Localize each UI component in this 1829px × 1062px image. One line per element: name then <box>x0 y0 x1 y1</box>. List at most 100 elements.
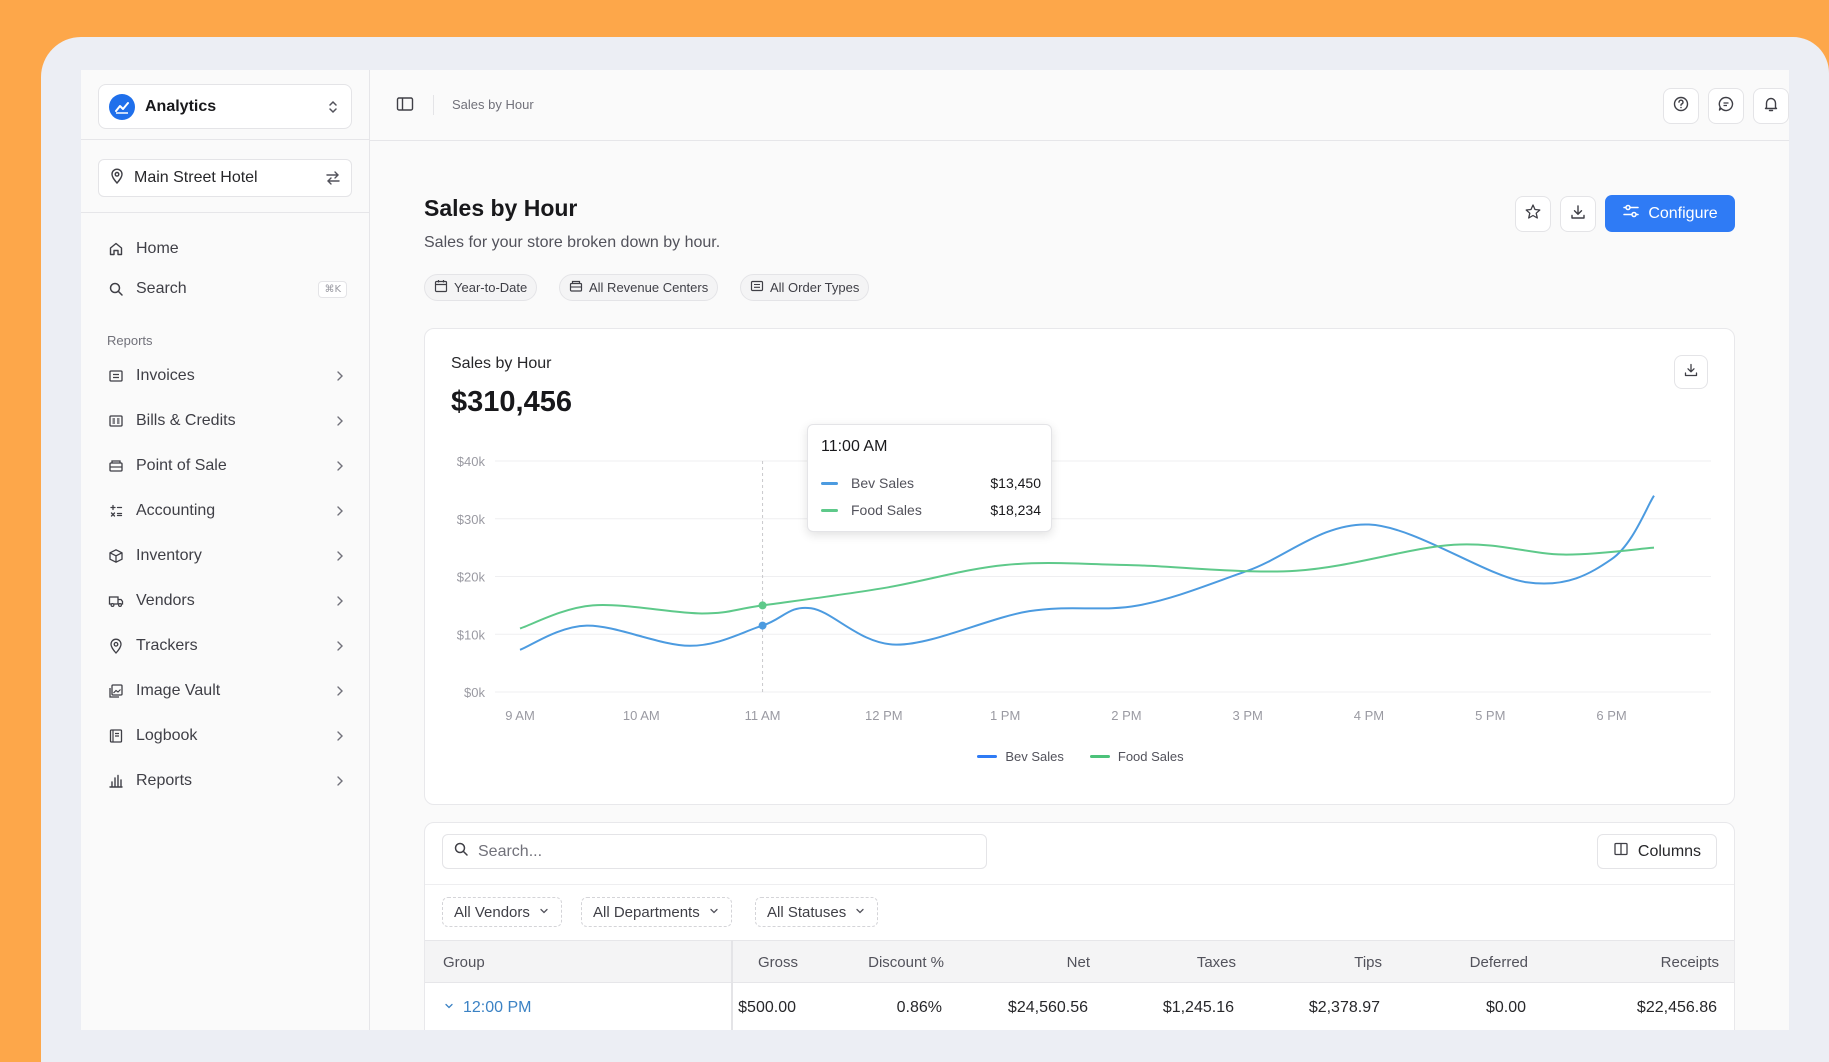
y-tick-label: $10k <box>457 627 486 642</box>
bills-icon <box>107 412 125 430</box>
sidebar-item-label: Vendors <box>136 592 195 609</box>
y-tick-label: $0k <box>464 685 485 700</box>
sidebar-item-accounting[interactable]: Accounting <box>107 497 347 525</box>
chip-label: Year-to-Date <box>454 280 528 295</box>
legend-item-food[interactable]: Food Sales <box>1089 749 1184 764</box>
column-header-tips[interactable]: Tips <box>1354 954 1382 971</box>
series-swatch <box>821 481 838 485</box>
columns-button[interactable]: Columns <box>1597 834 1717 869</box>
cell-deferred: $0.00 <box>1485 999 1526 1016</box>
download-button[interactable] <box>1560 196 1596 232</box>
sidebar-item-vendors[interactable]: Vendors <box>107 587 347 615</box>
chart-tooltip: 11:00 AM Bev Sales $13,450 Food Sales $1… <box>807 424 1052 532</box>
column-header-deferred[interactable]: Deferred <box>1469 954 1528 971</box>
cell-gross: $500.00 <box>738 999 796 1016</box>
x-tick-label: 3 PM <box>1233 708 1263 723</box>
sidebar-item-label: Trackers <box>136 637 198 654</box>
help-icon <box>1672 95 1690 118</box>
box-icon <box>107 547 125 565</box>
messages-button[interactable] <box>1708 88 1744 124</box>
chevron-right-icon <box>333 459 347 478</box>
legend-item-bev[interactable]: Bev Sales <box>977 749 1064 764</box>
notifications-button[interactable] <box>1753 88 1789 124</box>
sidebar-item-label: Point of Sale <box>136 457 227 474</box>
column-divider <box>731 940 733 1030</box>
map-pin-icon <box>107 637 125 655</box>
chevron-right-icon <box>333 504 347 523</box>
image-icon <box>107 682 125 700</box>
sidebar-item-reports[interactable]: Reports <box>107 767 347 795</box>
breadcrumb[interactable]: Sales by Hour <box>452 97 534 112</box>
chevron-right-icon <box>333 684 347 703</box>
chevron-right-icon <box>333 414 347 433</box>
column-header-net[interactable]: Net <box>1066 954 1090 971</box>
search-icon <box>107 280 125 298</box>
column-header-receipts[interactable]: Receipts <box>1660 954 1719 971</box>
sidebar-toggle-icon[interactable] <box>396 96 414 117</box>
location-switcher[interactable]: Main Street Hotel <box>98 159 352 197</box>
column-header-group[interactable]: Group <box>443 954 485 971</box>
app-switcher[interactable]: Analytics <box>98 84 352 129</box>
vendor-filter-dropdown[interactable]: All Vendors <box>442 897 562 927</box>
tooltip-series-name: Food Sales <box>851 502 922 518</box>
sales-chart-card: Sales by Hour $310,456 $0k $10k $20k $30k $4… <box>424 328 1735 805</box>
column-header-gross[interactable]: Gross <box>757 954 798 971</box>
page-title: Sales by Hour <box>424 195 578 221</box>
table-header: Group Gross Discount % Net Taxes Tips De… <box>425 940 1734 983</box>
favorite-button[interactable] <box>1515 196 1551 232</box>
x-tick-label: 5 PM <box>1475 708 1505 723</box>
chevron-down-icon <box>538 904 550 921</box>
status-filter-dropdown[interactable]: All Statuses <box>755 897 879 927</box>
app-name: Analytics <box>145 97 217 115</box>
group-toggle[interactable]: 12:00 PM <box>443 999 531 1017</box>
sidebar-item-trackers[interactable]: Trackers <box>107 632 347 660</box>
chevron-down-icon <box>708 904 720 921</box>
x-tick-label: 1 PM <box>990 708 1020 723</box>
tooltip-series-value: $13,450 <box>990 475 1041 491</box>
invoice-icon <box>107 367 125 385</box>
filter-label: All Statuses <box>767 903 847 921</box>
filter-chip-revenue-centers[interactable]: All Revenue Centers <box>559 274 719 301</box>
filter-chip-order-types[interactable]: All Order Types <box>740 274 870 301</box>
sidebar-item-label: Logbook <box>136 727 198 744</box>
group-label: 12:00 PM <box>463 999 532 1016</box>
page-subtitle: Sales for your store broken down by hour… <box>424 234 721 251</box>
app-window: Analytics Main Street Hotel Home Search … <box>81 70 1789 1030</box>
sidebar-item-point-of-sale[interactable]: Point of Sale <box>107 452 347 480</box>
swap-icon[interactable] <box>325 170 341 191</box>
help-button[interactable] <box>1663 88 1699 124</box>
department-filter-dropdown[interactable]: All Departments <box>581 897 732 927</box>
sidebar-item-search[interactable]: Search ⌘K <box>107 275 347 303</box>
sidebar-item-label: Image Vault <box>136 682 221 699</box>
chevron-right-icon <box>333 369 347 388</box>
chip-label: All Revenue Centers <box>589 280 709 295</box>
chart-download-button[interactable] <box>1674 355 1708 389</box>
sidebar-item-label: Inventory <box>136 547 202 564</box>
sidebar-item-home[interactable]: Home <box>107 235 347 263</box>
sidebar-item-invoices[interactable]: Invoices <box>107 362 347 390</box>
table-search[interactable] <box>442 834 987 869</box>
columns-icon <box>1613 841 1629 862</box>
legend-swatch <box>1089 755 1110 758</box>
chip-label: All Order Types <box>770 280 860 295</box>
y-tick-label: $20k <box>457 570 486 585</box>
bev-sales-point <box>758 621 767 630</box>
sidebar-item-logbook[interactable]: Logbook <box>107 722 347 750</box>
sidebar-item-image-vault[interactable]: Image Vault <box>107 677 347 705</box>
cell-receipts: $22,456.86 <box>1636 999 1717 1016</box>
bar-chart-icon <box>107 772 125 790</box>
column-header-taxes[interactable]: Taxes <box>1196 954 1236 971</box>
pos-icon <box>569 279 583 296</box>
column-header-discount[interactable]: Discount % <box>868 954 944 971</box>
search-input[interactable] <box>478 842 958 861</box>
sidebar-divider <box>81 139 370 140</box>
configure-button[interactable]: Configure <box>1605 195 1735 232</box>
sales-line-chart: $0k $10k $20k $30k $40k 9 AM 10 AM 11 AM 12 PM 1 … <box>457 454 1711 723</box>
search-icon <box>453 841 469 862</box>
download-icon <box>1569 203 1587 226</box>
sidebar-item-inventory[interactable]: Inventory <box>107 542 347 570</box>
cell-net: $24,560.56 <box>1007 999 1088 1016</box>
sidebar-item-bills-credits[interactable]: Bills & Credits <box>107 407 347 435</box>
filter-chip-date-range[interactable]: Year-to-Date <box>424 274 538 301</box>
section-label: Reports <box>107 333 153 348</box>
